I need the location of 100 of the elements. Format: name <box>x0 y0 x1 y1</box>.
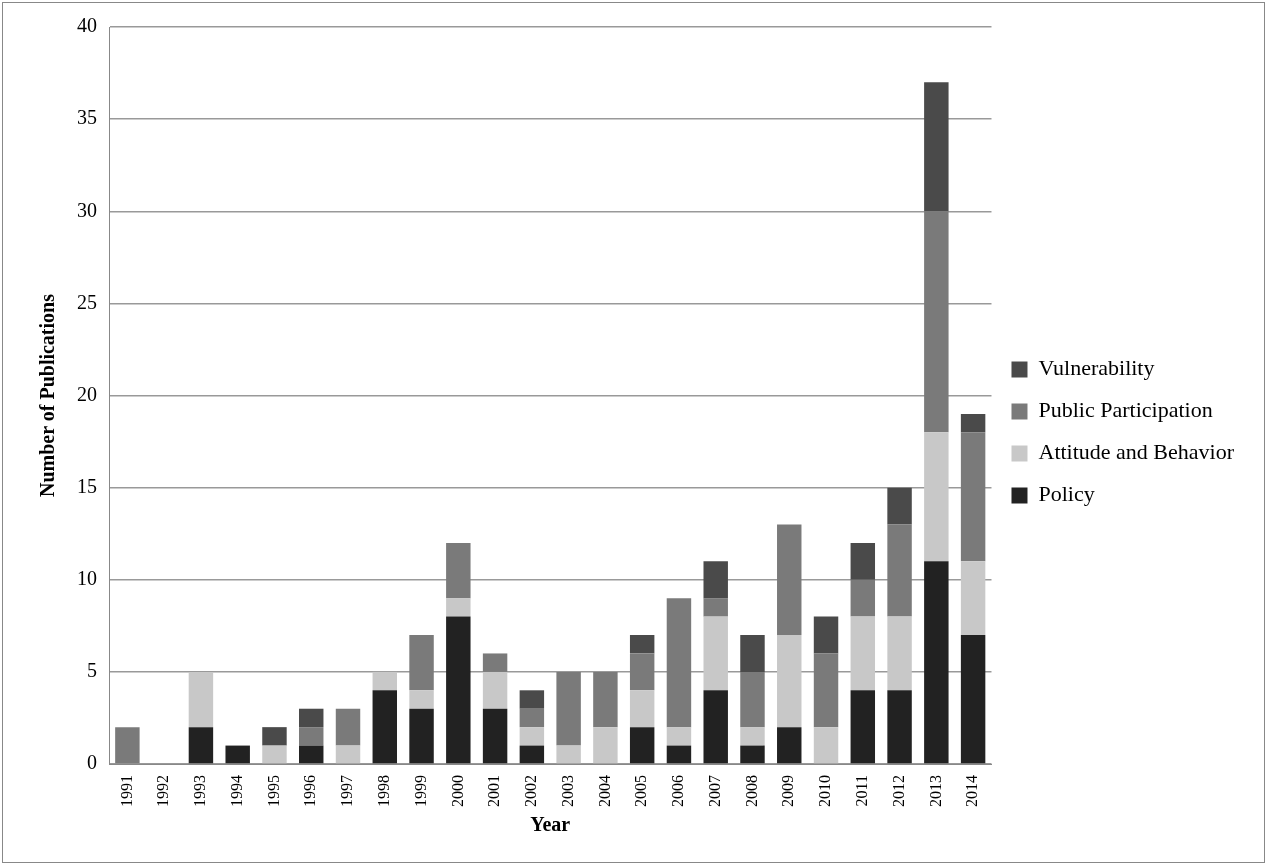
bar <box>777 524 802 636</box>
bar <box>409 635 434 691</box>
bar <box>850 542 876 580</box>
x-tick-label: 1994 <box>227 775 245 807</box>
x-tick-label: 2001 <box>485 775 503 807</box>
y-axis-title: Number of Publications <box>36 293 59 497</box>
bar <box>372 671 398 691</box>
legend-label: Policy <box>1038 481 1095 507</box>
bar <box>629 727 655 764</box>
y-tick-label: 5 <box>87 659 97 682</box>
bar <box>556 745 581 764</box>
bar <box>666 598 692 728</box>
bar <box>924 561 949 764</box>
bar <box>519 708 545 728</box>
bar <box>813 616 839 654</box>
bar <box>262 745 287 764</box>
x-tick-label: 2004 <box>595 775 613 807</box>
bar <box>262 727 287 746</box>
x-tick-label: 1993 <box>191 775 209 807</box>
bar <box>703 598 728 617</box>
bar <box>115 727 140 764</box>
bar <box>960 635 986 764</box>
bar <box>740 745 765 764</box>
bar <box>593 727 618 764</box>
bar <box>887 524 912 617</box>
x-tick-label: 1992 <box>154 775 172 807</box>
bar <box>409 690 434 709</box>
bar <box>299 727 324 746</box>
bar <box>887 690 912 764</box>
bar <box>372 690 398 764</box>
y-tick-label: 10 <box>77 567 97 589</box>
bar <box>335 708 361 746</box>
x-tick-label: 2013 <box>926 775 944 807</box>
bar <box>960 432 986 562</box>
y-tick-label: 25 <box>77 290 97 313</box>
bar <box>850 616 876 691</box>
bar <box>960 561 986 636</box>
x-tick-label: 1996 <box>301 775 319 807</box>
y-tick-label: 35 <box>77 106 97 129</box>
x-tick-label: 1991 <box>117 775 135 807</box>
x-tick-label: 2008 <box>742 775 760 807</box>
bar <box>924 82 949 212</box>
bar <box>740 727 765 746</box>
x-tick-label: 2010 <box>816 775 834 807</box>
bar <box>740 635 765 672</box>
bar <box>629 690 655 728</box>
x-tick-label: 2007 <box>705 775 723 807</box>
x-tick-label: 2011 <box>853 775 870 807</box>
x-tick-label: 2002 <box>522 775 540 807</box>
x-tick-label: 2009 <box>779 775 797 807</box>
bar <box>593 671 618 728</box>
bar <box>850 579 876 617</box>
bar <box>482 671 508 709</box>
x-tick-label: 2005 <box>632 775 650 807</box>
bar <box>703 616 728 691</box>
y-tick-label: 40 <box>77 14 97 37</box>
legend-label: Vulnerability <box>1038 355 1155 381</box>
legend-label: Public Participation <box>1038 397 1213 423</box>
bar <box>409 708 434 764</box>
bar <box>299 708 324 728</box>
x-tick-label: 2006 <box>669 775 687 807</box>
bar <box>188 671 214 728</box>
x-tick-label: 2014 <box>963 775 981 807</box>
bar <box>556 671 581 746</box>
x-tick-label: 1997 <box>338 775 356 807</box>
bar <box>666 745 692 764</box>
bar <box>482 653 508 672</box>
bar <box>629 635 655 654</box>
bar <box>887 616 912 691</box>
x-axis-title: Year <box>530 813 571 836</box>
legend-label: Attitude and Behavior <box>1038 439 1235 465</box>
bar <box>188 727 214 764</box>
bar <box>446 598 471 617</box>
bar <box>960 413 986 433</box>
bar <box>446 542 471 599</box>
bar <box>335 745 361 764</box>
bar <box>225 745 250 764</box>
bar <box>850 690 876 764</box>
bar <box>924 432 949 562</box>
bar <box>887 487 912 525</box>
bar <box>924 211 949 433</box>
x-tick-label: 2012 <box>889 775 907 807</box>
bar <box>519 727 545 746</box>
x-tick-label: 1995 <box>264 775 282 807</box>
bar <box>813 727 839 764</box>
bar <box>777 727 802 764</box>
x-tick-label: 1999 <box>411 775 429 807</box>
y-tick-label: 20 <box>77 382 97 405</box>
bar <box>519 690 545 709</box>
bar <box>777 635 802 728</box>
bar <box>299 745 324 764</box>
bar <box>703 561 728 599</box>
bar <box>482 708 508 764</box>
bar <box>703 690 728 764</box>
y-tick-label: 30 <box>77 198 97 221</box>
y-tick-label: 15 <box>77 474 97 497</box>
bar <box>519 745 545 764</box>
y-tick-label: 0 <box>87 751 97 774</box>
bar <box>740 671 765 728</box>
bar <box>446 616 471 764</box>
